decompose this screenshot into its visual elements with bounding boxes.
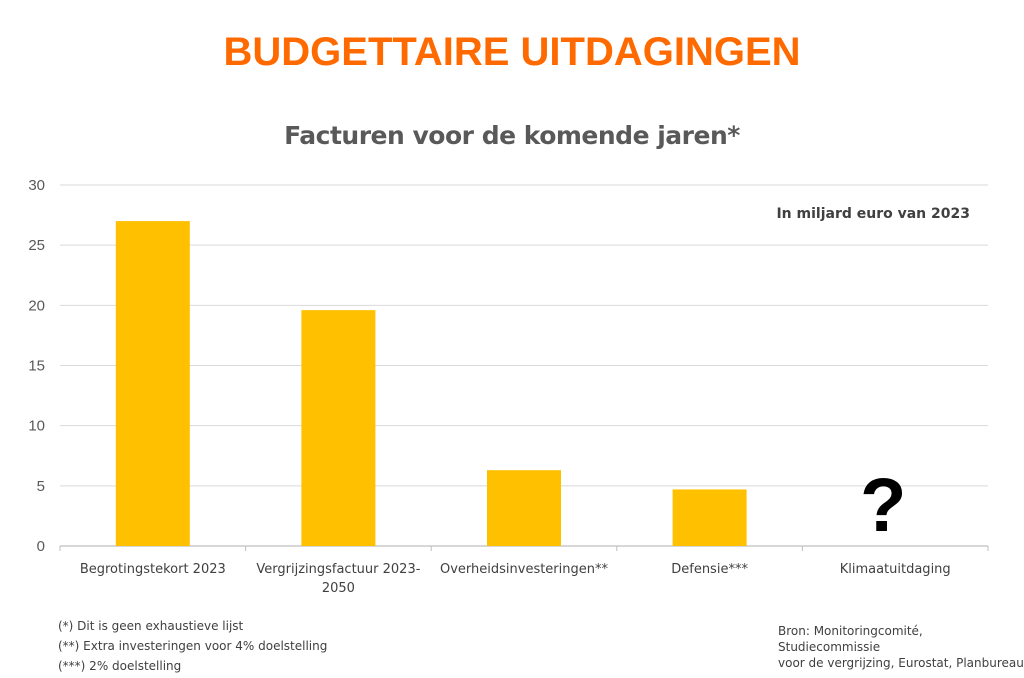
x-category-label: Klimaatuitdaging: [840, 562, 951, 577]
bar: [487, 470, 561, 546]
x-category-label: Defensie***: [671, 562, 748, 577]
y-tick-label: 10: [28, 418, 45, 435]
footnotes: (*) Dit is geen exhaustieve lijst (**) E…: [58, 616, 327, 676]
y-tick-label: 30: [28, 177, 45, 194]
bar: [115, 221, 190, 546]
unknown-value-marker: ?: [860, 463, 907, 548]
chart-title: Facturen voor de komende jaren*: [284, 121, 740, 150]
x-category-label: Overheidsinvesteringen**: [440, 562, 609, 577]
y-tick-label: 25: [28, 237, 45, 254]
y-tick-label: 15: [28, 358, 45, 375]
unit-annotation: In miljard euro van 2023: [776, 206, 970, 222]
source-line: Bron: Monitoringcomité, Studiecommissie: [778, 624, 923, 654]
source-note: Bron: Monitoringcomité, Studiecommissie …: [778, 623, 1024, 671]
footnote: (**) Extra investeringen voor 4% doelste…: [58, 639, 328, 653]
footnote: (*) Dit is geen exhaustieve lijst: [58, 619, 244, 633]
bar: [301, 310, 376, 546]
footnote: (***) 2% doelstelling: [58, 659, 182, 673]
source-line: voor de vergrijzing, Eurostat, Planburea…: [778, 656, 1024, 670]
x-category-label: Begrotingstekort 2023: [80, 562, 226, 577]
slide-title: BUDGETTAIRE UITDAGINGEN: [223, 30, 801, 74]
y-tick-label: 5: [37, 478, 45, 495]
x-category-label: Vergrijzingsfactuur 2023-: [256, 562, 420, 577]
x-category-label: 2050: [322, 581, 355, 596]
y-tick-label: 20: [28, 297, 45, 314]
y-tick-label: 0: [37, 538, 45, 555]
bar: [672, 489, 747, 546]
